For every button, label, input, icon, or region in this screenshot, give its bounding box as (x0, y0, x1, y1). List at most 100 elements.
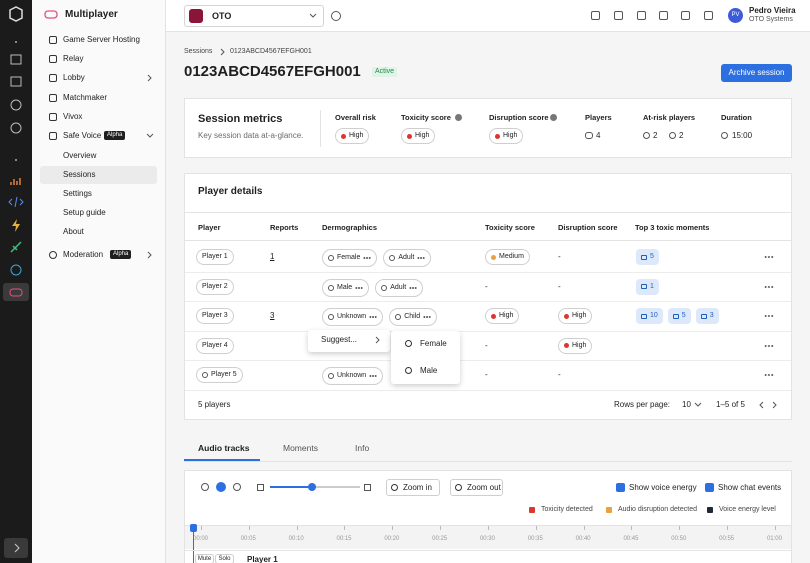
moment-pill[interactable]: 5 (636, 249, 659, 265)
nav-sub-item[interactable]: About (63, 227, 84, 236)
row-menu[interactable] (764, 315, 774, 317)
timeline-tick (392, 526, 394, 530)
logo[interactable] (9, 6, 23, 22)
column-header: Dermographics (322, 223, 378, 232)
submenu-item[interactable]: Female (420, 339, 447, 348)
app-icon (44, 10, 58, 19)
nav-sub-item[interactable]: Sessions (63, 170, 96, 179)
more-button[interactable] (409, 286, 418, 289)
nav-item[interactable]: Moderation (63, 250, 104, 259)
toolbar-icon[interactable] (591, 11, 600, 20)
timeline-tick (535, 526, 537, 530)
rows-value[interactable]: 10 (682, 400, 691, 409)
zoom-button[interactable]: Zoom out (450, 479, 503, 496)
nav-icon (49, 251, 57, 259)
demographic-pill: Child (389, 308, 438, 326)
forward-button[interactable] (233, 483, 241, 491)
metric-pill: High (401, 128, 436, 144)
rail-icon[interactable] (10, 122, 22, 134)
metric-pill-label: High (349, 132, 364, 139)
toolbar-icon[interactable] (659, 11, 668, 20)
more-button[interactable] (369, 316, 378, 318)
row-menu[interactable] (764, 374, 774, 376)
rail-icon[interactable] (12, 219, 20, 232)
nav-item[interactable]: Matchmaker (63, 93, 108, 102)
moment-pill[interactable]: 3 (695, 308, 719, 324)
rail-icon[interactable] (10, 178, 21, 185)
nav-item[interactable]: Relay (63, 54, 84, 63)
more-button[interactable] (369, 375, 378, 377)
player-pill[interactable]: Player 2 (196, 278, 234, 295)
speaker-icon (364, 484, 371, 491)
nav-item[interactable]: Lobby (63, 73, 85, 82)
moment-pill[interactable]: 10 (636, 308, 663, 324)
status-dot (564, 343, 569, 348)
checkbox[interactable] (616, 483, 625, 492)
more-button[interactable] (363, 257, 372, 259)
more-button[interactable] (355, 286, 364, 289)
demographic-pill: Unknown (322, 308, 384, 326)
volume-knob[interactable] (308, 483, 316, 491)
avatar[interactable]: PV (728, 8, 743, 23)
tab[interactable]: Moments (283, 443, 318, 453)
player-pill[interactable]: Player 1 (196, 249, 234, 265)
icon (328, 284, 334, 291)
nav-item[interactable]: Vivox (63, 112, 83, 121)
checkbox[interactable] (705, 483, 714, 492)
rail-icon[interactable] (10, 54, 22, 65)
rail-icon[interactable] (10, 264, 22, 276)
more-button[interactable] (423, 316, 432, 318)
zoom-button[interactable]: Zoom in (386, 479, 440, 496)
rewind-button[interactable] (201, 483, 209, 491)
zoom-label: Zoom out (467, 483, 501, 492)
nav-sub-item[interactable]: Setup guide (63, 208, 106, 217)
menu-item[interactable]: Suggest... (321, 335, 358, 344)
submenu-item[interactable]: Male (420, 366, 438, 375)
archive-button[interactable]: Archive session (721, 64, 792, 82)
nav-sub-item[interactable]: Overview (63, 151, 97, 160)
reports[interactable]: 1 (270, 252, 275, 261)
solo-button[interactable]: Solo (215, 554, 234, 563)
collapse-button[interactable] (4, 538, 28, 558)
play-button[interactable] (216, 482, 226, 492)
icon (202, 372, 208, 378)
metrics-divider (320, 110, 321, 147)
player-pill[interactable]: Player 4 (196, 337, 234, 354)
nav-item[interactable]: Safe Voice (63, 131, 102, 140)
mute-button[interactable]: Mute (195, 554, 214, 563)
legend-swatch (707, 507, 713, 513)
tab[interactable]: Audio tracks (198, 443, 250, 453)
row-menu[interactable] (764, 344, 774, 347)
toolbar-icon[interactable] (681, 11, 690, 20)
moment-pill[interactable]: 1 (636, 278, 659, 295)
demographic-pill-label: Child (404, 313, 421, 320)
toolbar-icon[interactable] (637, 11, 646, 20)
nav-sub-item[interactable]: Settings (63, 189, 92, 198)
toolbar-icon[interactable] (704, 11, 713, 20)
row-menu[interactable] (764, 256, 774, 258)
more-button[interactable] (417, 257, 426, 259)
chevron-glyph (694, 402, 702, 407)
rail-icon[interactable] (10, 99, 22, 111)
nav-item[interactable]: Game Server Hosting (63, 35, 140, 44)
metric-label: Toxicity score (401, 113, 451, 122)
sidebar (32, 0, 166, 563)
reports[interactable]: 3 (270, 311, 275, 320)
moment-pill[interactable]: 5 (667, 308, 691, 324)
row-menu[interactable] (764, 285, 774, 288)
project-settings[interactable] (331, 11, 341, 21)
player-pill[interactable]: Player 3 (196, 308, 234, 324)
tab[interactable]: Info (355, 443, 370, 453)
timeline-tick (727, 526, 729, 530)
project-selector[interactable] (184, 5, 324, 27)
rail-icon[interactable] (10, 241, 22, 253)
timeline-tick (201, 526, 202, 530)
rail-icon[interactable] (9, 288, 23, 297)
breadcrumb-link[interactable]: Sessions (184, 48, 213, 55)
rail-icon[interactable] (8, 196, 24, 208)
submenu (391, 331, 460, 384)
demographic-pill-label: Adult (398, 254, 415, 261)
player-pill[interactable]: Player 5 (196, 367, 243, 383)
rail-icon[interactable] (10, 76, 22, 87)
toolbar-icon[interactable] (614, 11, 623, 20)
